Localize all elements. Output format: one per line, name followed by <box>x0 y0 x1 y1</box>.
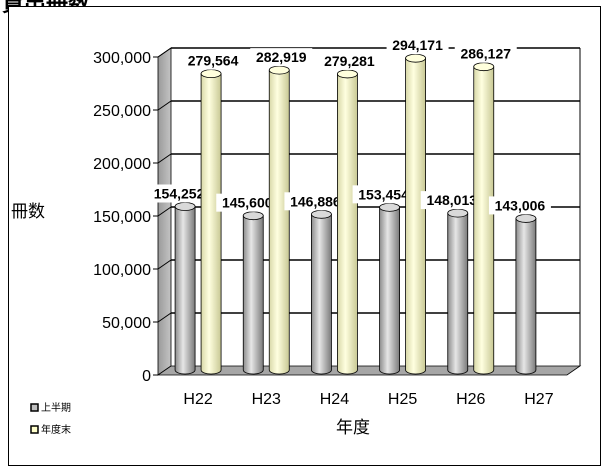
data-label-bg <box>352 185 415 204</box>
y-tick-label: 250,000 <box>93 103 151 120</box>
gridline-side <box>157 47 172 58</box>
data-label-bg <box>148 184 211 203</box>
legend-label: 上半期 <box>41 401 71 414</box>
x-tick-label: H27 <box>524 391 553 408</box>
data-label: 146,886 <box>290 193 341 209</box>
data-label-bg <box>420 191 483 210</box>
bar-year-end-H25 <box>405 53 426 375</box>
data-label: 286,127 <box>460 46 511 62</box>
y-tick-label: 100,000 <box>93 262 151 279</box>
data-label: 294,171 <box>392 37 443 53</box>
y-tick-label: 300,000 <box>93 50 151 67</box>
data-label: 148,013 <box>426 192 477 208</box>
data-label-bg <box>250 48 313 67</box>
data-label-bg <box>182 51 245 70</box>
data-label-bg <box>284 192 347 211</box>
y-axis-title: 冊数 <box>11 202 45 221</box>
gridline-side <box>157 153 172 164</box>
data-label-bg <box>216 193 279 212</box>
data-label-bg <box>488 196 551 215</box>
data-label: 282,919 <box>256 49 307 65</box>
data-label: 153,454 <box>358 186 409 202</box>
y-tick-label: 200,000 <box>93 156 151 173</box>
chart-area: 0 50,000 100,000 150,000 200,000 250,000 300,0… <box>8 6 601 466</box>
data-label: 143,006 <box>495 197 546 213</box>
legend-swatch <box>30 425 39 434</box>
bar-first-half-H23 <box>242 211 264 375</box>
y-tick-label: 50,000 <box>102 315 151 332</box>
bar-first-half-H22 <box>174 202 196 375</box>
data-label-bg <box>386 36 449 55</box>
data-label-bg <box>318 51 381 70</box>
gridline-side <box>157 312 172 323</box>
gridline-side <box>157 259 172 270</box>
data-label: 279,564 <box>188 53 239 69</box>
legend-swatch <box>30 403 39 412</box>
bar-chart: 0 50,000 100,000 150,000 200,000 250,000 300,0… <box>11 36 582 437</box>
gridline-side <box>157 206 172 217</box>
data-label: 145,600 <box>222 195 273 211</box>
x-tick-label: H26 <box>456 391 485 408</box>
bar-first-half-H24 <box>311 209 332 375</box>
x-tick-label: H22 <box>183 391 212 408</box>
legend-label: 年度末 <box>41 423 71 436</box>
data-label-bg <box>454 44 517 63</box>
bar-year-end-H26 <box>473 62 495 375</box>
bar-first-half-H27 <box>515 214 537 375</box>
bar-year-end-H24 <box>337 69 358 375</box>
gridline-side <box>157 100 172 111</box>
bar-first-half-H25 <box>379 202 400 375</box>
bar-first-half-H26 <box>447 208 469 375</box>
data-label: 279,281 <box>324 53 375 69</box>
y-tick-label: 0 <box>142 368 151 385</box>
data-label: 154,252 <box>154 185 205 201</box>
y-tick-label: 150,000 <box>93 209 151 226</box>
x-axis-title: 年度 <box>336 418 370 437</box>
bar-year-end-H23 <box>268 65 290 375</box>
x-tick-label: H25 <box>388 391 417 408</box>
x-tick-label: H24 <box>320 391 349 408</box>
bar-year-end-H22 <box>200 69 222 375</box>
x-tick-label: H23 <box>252 391 281 408</box>
